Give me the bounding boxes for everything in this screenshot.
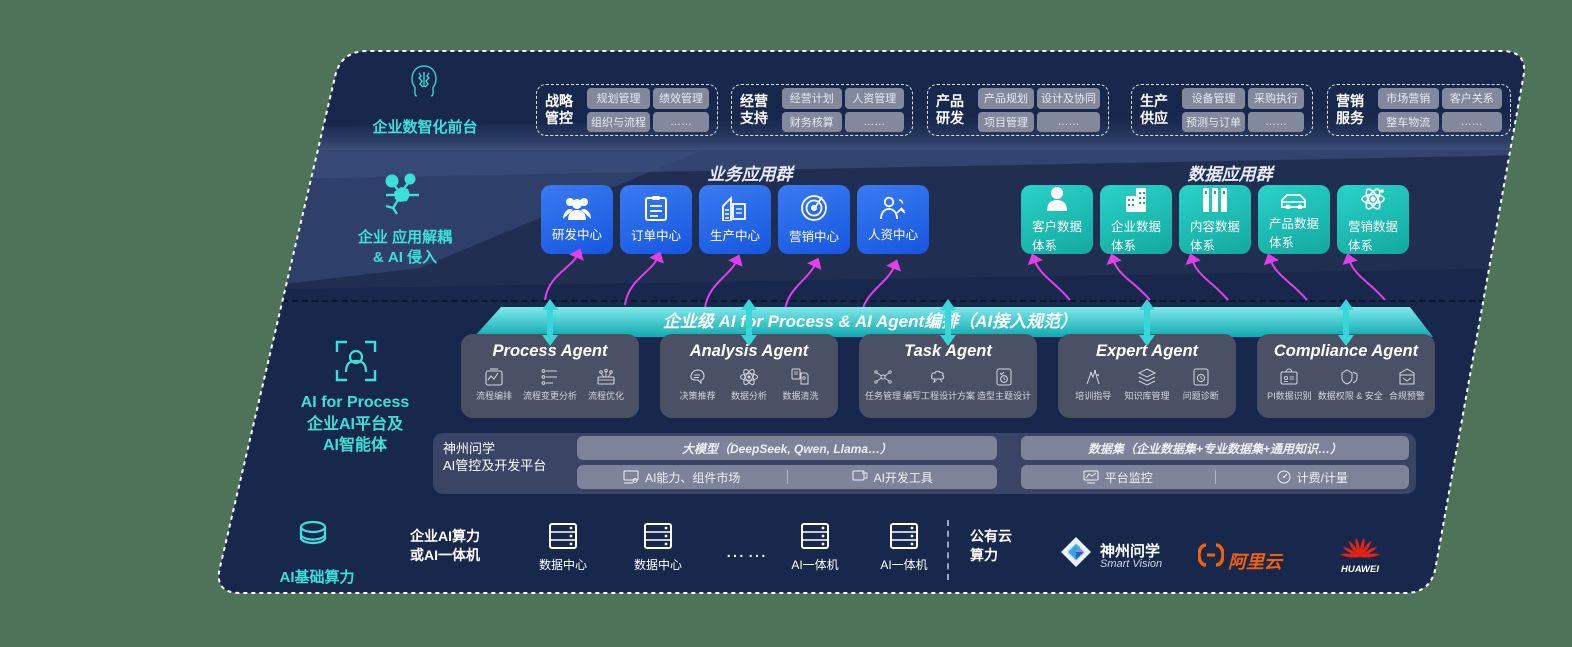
svg-text:HUAWEI: HUAWEI [1341, 564, 1379, 574]
